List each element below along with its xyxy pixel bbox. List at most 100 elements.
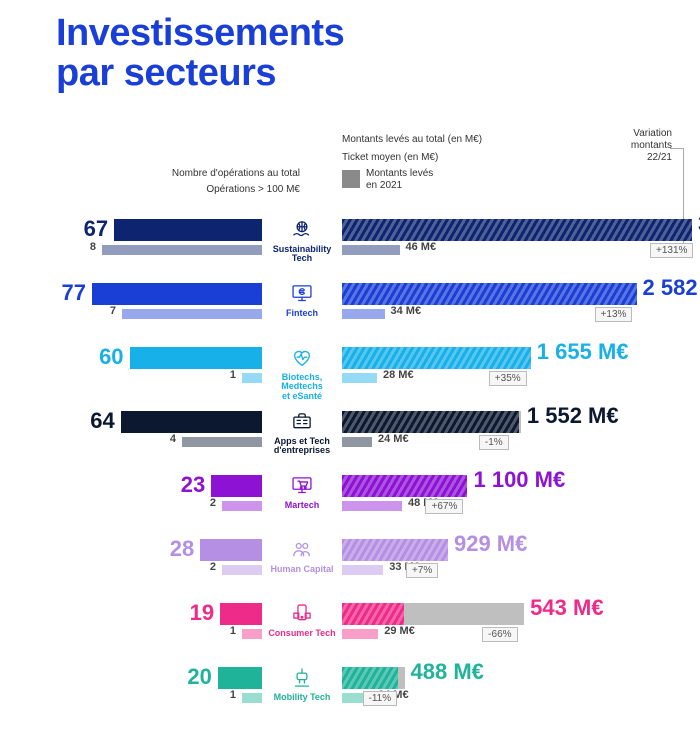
legend-variation-l1: Variation xyxy=(633,128,672,139)
sector-icon xyxy=(287,665,317,691)
sector-name: Human Capital xyxy=(264,565,340,574)
ops-big-bar xyxy=(122,309,262,319)
ops-value: 28 xyxy=(170,536,194,562)
amount-value: 1 100 M€ xyxy=(473,467,565,493)
sector-name: Fintech xyxy=(264,309,340,318)
variation-badge: +131% xyxy=(650,243,693,258)
ops-bar xyxy=(218,667,262,689)
ops-big-bar xyxy=(242,629,262,639)
legend-amt-prev: Montants levés en 2021 xyxy=(366,168,446,192)
ops-big-value: 8 xyxy=(90,241,96,253)
sector-row: 67 8 SustainabilityTech 3 068 M€ 46 M€ +… xyxy=(42,215,682,279)
ops-bar xyxy=(114,219,262,241)
sector-icon xyxy=(287,537,317,563)
ops-value: 77 xyxy=(62,280,86,306)
sector-center: Biotechs, Medtechset eSanté xyxy=(264,343,340,401)
title-line2: par secteurs xyxy=(56,52,276,94)
ops-value: 64 xyxy=(90,408,114,434)
variation-badge: +67% xyxy=(425,499,463,514)
ops-value: 23 xyxy=(181,472,205,498)
legend-variation-l3: 22/21 xyxy=(647,152,672,163)
ticket-value: 28 M€ xyxy=(383,369,414,381)
amount-bar xyxy=(342,539,448,561)
sector-name: SustainabilityTech xyxy=(264,245,340,264)
variation-badge: -1% xyxy=(479,435,509,450)
sector-name: Apps et Techd'entreprises xyxy=(264,437,340,456)
sector-icon xyxy=(287,601,317,627)
amount-value: 1 655 M€ xyxy=(537,339,629,365)
chart-area: 67 8 SustainabilityTech 3 068 M€ 46 M€ +… xyxy=(42,215,682,727)
legend-ops-big: Opérations > 100 M€ xyxy=(183,184,300,195)
ops-big-value: 1 xyxy=(230,625,236,637)
ticket-value: 29 M€ xyxy=(384,625,415,637)
variation-badge: +7% xyxy=(406,563,438,578)
ticket-bar xyxy=(342,245,400,255)
ops-big-bar xyxy=(242,373,262,383)
ticket-value: 34 M€ xyxy=(391,305,422,317)
ticket-bar xyxy=(342,565,383,575)
ops-big-value: 1 xyxy=(230,369,236,381)
sector-center: Consumer Tech xyxy=(264,599,340,638)
sector-name: Mobility Tech xyxy=(264,693,340,702)
page-title: Investissements par secteurs xyxy=(56,14,344,94)
sector-center: SustainabilityTech xyxy=(264,215,340,264)
ops-value: 20 xyxy=(187,664,211,690)
ops-big-bar xyxy=(242,693,262,703)
sector-center: Human Capital xyxy=(264,535,340,574)
sector-center: Fintech xyxy=(264,279,340,318)
sector-center: Apps et Techd'entreprises xyxy=(264,407,340,456)
sector-icon xyxy=(287,345,317,371)
ops-value: 67 xyxy=(84,216,108,242)
amount-bar xyxy=(342,411,519,433)
ops-value: 60 xyxy=(99,344,123,370)
ticket-bar xyxy=(342,437,372,447)
amount-bar xyxy=(342,667,398,689)
legend-prev-swatch xyxy=(342,170,360,188)
sector-name: Martech xyxy=(264,501,340,510)
ticket-bar xyxy=(342,629,378,639)
ops-big-value: 1 xyxy=(230,689,236,701)
ops-bar xyxy=(130,347,262,369)
sector-row: 20 1 Mobility Tech 488 M€ 24 M€ -11% xyxy=(42,663,682,727)
ops-big-bar xyxy=(222,501,262,511)
legend-variation-l2: montants xyxy=(631,140,672,151)
variation-badge: -66% xyxy=(482,627,517,642)
sector-name: Biotechs, Medtechset eSanté xyxy=(264,373,340,401)
variation-badge: +35% xyxy=(489,371,527,386)
amount-bar xyxy=(342,475,467,497)
ops-value: 19 xyxy=(190,600,214,626)
sector-row: 28 2 Human Capital 929 M€ 33 M€ +7% xyxy=(42,535,682,599)
amount-value: 488 M€ xyxy=(411,659,484,685)
sector-center: Martech xyxy=(264,471,340,510)
sector-center: Mobility Tech xyxy=(264,663,340,702)
sector-row: 64 4 Apps et Techd'entreprises 1 552 M€ … xyxy=(42,407,682,471)
sector-icon xyxy=(287,217,317,243)
variation-badge: -11% xyxy=(363,691,398,706)
amount-bar xyxy=(342,283,637,305)
ops-big-bar xyxy=(102,245,262,255)
amount-value: 929 M€ xyxy=(454,531,527,557)
legend-amt-total: Montants levés au total (en M€) xyxy=(342,134,482,145)
amount-bar xyxy=(342,347,531,369)
ticket-bar xyxy=(342,309,385,319)
ops-big-value: 4 xyxy=(170,433,176,445)
sector-icon xyxy=(287,473,317,499)
ticket-value: 24 M€ xyxy=(378,433,409,445)
ticket-value: 46 M€ xyxy=(406,241,437,253)
sector-row: 19 1 Consumer Tech 543 M€ 29 M€ -66% xyxy=(42,599,682,663)
sector-row: 77 7 Fintech 2 582 M€ 34 M€ +13% xyxy=(42,279,682,343)
ticket-bar xyxy=(342,501,402,511)
sector-name: Consumer Tech xyxy=(264,629,340,638)
ops-bar xyxy=(200,539,262,561)
legend-ticket: Ticket moyen (en M€) xyxy=(342,152,438,163)
amount-bar xyxy=(342,603,404,625)
sector-icon xyxy=(287,281,317,307)
ops-big-value: 7 xyxy=(110,305,116,317)
variation-badge: +13% xyxy=(595,307,633,322)
sector-row: 23 2 Martech 1 100 M€ 48 M€ +67% xyxy=(42,471,682,535)
ops-bar xyxy=(92,283,262,305)
amount-value: 1 552 M€ xyxy=(527,403,619,429)
sector-icon xyxy=(287,409,317,435)
ops-big-value: 2 xyxy=(210,497,216,509)
ops-big-bar xyxy=(222,565,262,575)
